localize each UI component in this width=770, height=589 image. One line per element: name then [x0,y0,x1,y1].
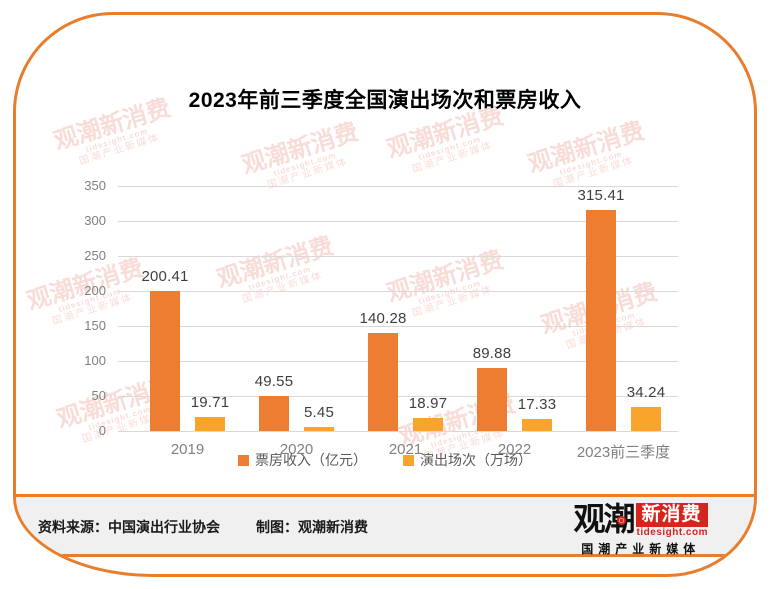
gridline-250 [118,255,678,257]
y-axis-tick-150: 150 [84,318,106,333]
data-source-text: 资料来源：中国演出行业协会 [38,519,220,535]
value-label-2022-series0: 89.88 [472,345,512,363]
legend-swatch-box-office [238,454,249,466]
brand-logo: 观潮 新消费 tidesight.com 国潮产业新媒体 [573,503,708,557]
legend-item-sessions: 演出场次（万场） [403,450,532,470]
y-axis-tick-100: 100 [84,353,106,368]
bar-2021-series0 [368,332,398,431]
y-axis-tick-300: 300 [84,213,106,228]
gridline-100 [118,360,678,362]
footer-text: 资料来源：中国演出行业协会 制图：观潮新消费 [38,517,368,537]
bar-2021-series1 [413,417,443,431]
chart-credit-text: 制图：观潮新消费 [256,519,368,535]
y-axis-tick-0: 0 [98,423,106,438]
x-axis-label-2022: 2022 [497,441,532,458]
bar-chart: 0 50 100 150 200 250 300 350 200.41 19.71 2019 49.5… [84,178,678,461]
gridline-0 [118,430,678,432]
value-label-2019-series1: 19.71 [190,394,230,412]
gridline-150 [118,325,678,327]
lens-icon [617,516,627,525]
value-label-2020-series1: 5.45 [304,404,334,422]
y-axis-tick-200: 200 [84,283,106,298]
gridline-200 [118,290,678,292]
legend-item-box-office: 票房收入（亿元） [238,450,367,470]
gridline-350 [118,185,678,187]
logo-text-xinxiaofei: 新消费 [636,503,708,527]
chart-legend: 票房收入（亿元） 演出场次（万场） [16,450,754,470]
watermark-2: 观潮新消费 tidesight.com 国潮产业新媒体 [383,102,507,175]
gridline-50 [118,395,678,397]
y-axis-tick-250: 250 [84,248,106,263]
value-label-2019-series0: 200.41 [141,267,189,285]
gridline-300 [118,220,678,222]
legend-label-sessions: 演出场次（万场） [420,452,532,468]
y-axis-tick-350: 350 [84,178,106,193]
value-label-2023前三季度-series0: 315.41 [577,187,625,205]
x-axis-label-2021: 2021 [388,441,423,458]
chart-card: 观潮新消费 tidesight.com 国潮产业新媒体 观潮新消费 tidesight.… [13,12,757,577]
bar-2023前三季度-series1 [631,407,661,431]
bar-2022-series1 [522,418,552,431]
value-label-2023前三季度-series1: 34.24 [626,384,666,402]
bar-2020-series0 [259,396,289,431]
logo-top-row: 观潮 新消费 tidesight.com [573,503,708,538]
bar-2019-series0 [150,290,180,431]
chart-title: 2023年前三季度全国演出场次和票房收入 [188,89,582,112]
value-label-2020-series0: 49.55 [254,373,294,391]
legend-swatch-sessions [403,454,414,466]
bar-2022-series0 [477,368,507,431]
logo-domain-text: tidesight.com [636,526,708,538]
bar-2020-series1 [304,427,334,431]
y-axis-tick-50: 50 [91,388,106,403]
bar-2023前三季度-series0 [586,210,616,431]
value-label-2021-series1: 18.97 [408,394,448,412]
logo-tagline-text: 国潮产业新媒体 [581,541,701,556]
x-axis-label-2019: 2019 [170,441,205,458]
watermark-3: 观潮新消费 tidesight.com 国潮产业新媒体 [524,117,648,190]
value-label-2021-series0: 140.28 [359,309,407,327]
bar-2019-series1 [195,417,225,431]
value-label-2022-series1: 17.33 [517,395,557,413]
footer-band: 资料来源：中国演出行业协会 制图：观潮新消费 观潮 新消费 tidesight.c… [16,494,754,557]
x-axis-label-2020: 2020 [279,441,314,458]
x-axis-label-2023前三季度: 2023前三季度 [576,444,671,461]
legend-label-box-office: 票房收入（亿元） [255,452,367,468]
